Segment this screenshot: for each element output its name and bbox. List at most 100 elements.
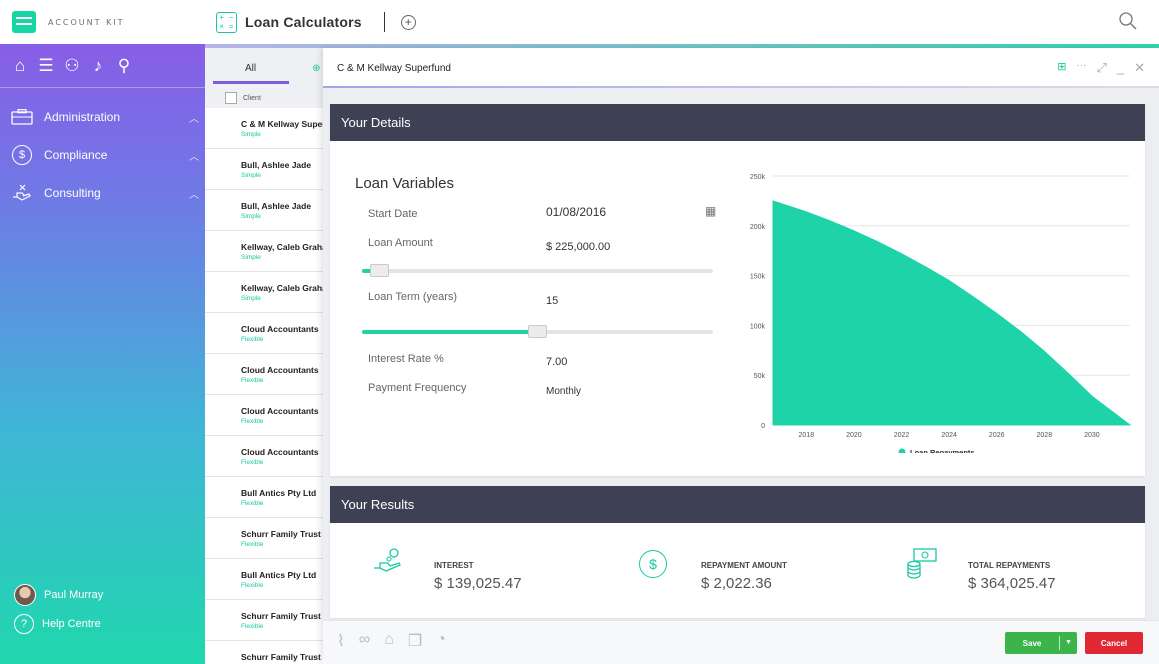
minimize-icon[interactable]: _ <box>1116 60 1125 75</box>
loan-calculator-dialog: C & M Kellway Superfund ⊞ ··· ⤢ _ ✕ Your… <box>323 48 1159 664</box>
loan-type: Simple <box>241 131 261 138</box>
repayment-value: $ 2,022.36 <box>701 575 772 592</box>
calendar-icon[interactable]: ▦ <box>705 204 717 218</box>
comments-icon[interactable]: ❐ <box>407 633 423 650</box>
brand[interactable]: ACCOUNT KIT <box>0 0 205 44</box>
search-icon[interactable]: ⚲ <box>117 55 131 75</box>
search-icon[interactable] <box>1119 12 1137 30</box>
dialog-header: C & M Kellway Superfund ⊞ ··· ⤢ _ ✕ <box>323 48 1159 88</box>
loan-type: Simple <box>241 172 261 179</box>
loan-type: Flexible <box>241 336 264 343</box>
help-label: Help Centre <box>42 618 101 630</box>
list-item[interactable]: Cloud Accountants Flexible <box>205 313 325 354</box>
footer-toolbar: ⌇ ∞ ⌂ ❐ ◔ <box>337 631 446 651</box>
list-item[interactable]: Bull, Ashlee Jade Simple <box>205 190 325 231</box>
sidebar-item-label: Administration <box>44 110 121 124</box>
y-tick-label: 200k <box>750 224 766 231</box>
user-profile[interactable]: Paul Murray <box>14 584 103 606</box>
interest-rate-value[interactable]: 7.00 <box>546 356 568 368</box>
sidebar-item-compliance[interactable]: $ Compliance ︿ <box>0 136 205 174</box>
payment-frequency-label: Payment Frequency <box>368 382 467 394</box>
save-label: Save <box>1022 638 1042 648</box>
sidebar-item-consulting[interactable]: Consulting ︿ <box>0 174 205 212</box>
client-name: Bull, Ashlee Jade <box>241 160 312 170</box>
people-icon[interactable]: ⚇ <box>64 55 80 75</box>
slider-handle[interactable] <box>527 325 547 338</box>
loan-type: Flexible <box>241 623 264 630</box>
cancel-button[interactable]: Cancel <box>1085 632 1143 654</box>
tab-active-indicator <box>213 81 289 84</box>
client-name: Cloud Accountants <box>241 365 319 375</box>
add-icon[interactable]: ⊞ <box>1057 61 1067 73</box>
list-item[interactable]: Schurr Family Trust Flexible <box>205 600 325 641</box>
results-body: INTEREST $ 139,025.47 $ REPAYMENT AMOUNT… <box>330 523 1145 618</box>
loan-term-value[interactable]: 15 <box>546 295 559 307</box>
list-item[interactable]: Cloud Accountants Flexible <box>205 354 325 395</box>
top-accent-line <box>205 44 1159 48</box>
client-name: Kellway, Caleb Graham <box>241 283 325 293</box>
dialog-controls: ⊞ ··· ⤢ _ ✕ <box>1057 60 1145 76</box>
slider-handle[interactable] <box>369 264 389 277</box>
list-item[interactable]: Cloud Accountants Flexible <box>205 436 325 477</box>
select-all-checkbox[interactable] <box>225 92 237 104</box>
payment-frequency-select[interactable]: Monthly <box>546 386 582 397</box>
sidebar-item-label: Consulting <box>44 186 101 200</box>
client-name: Bull, Ashlee Jade <box>241 201 312 211</box>
list-item[interactable]: Schurr Family Trust Flexible <box>205 518 325 559</box>
chevron-up-icon[interactable]: ︿ <box>189 151 199 163</box>
add-filter-icon[interactable]: ⊕ <box>312 62 321 74</box>
loan-term-slider[interactable] <box>362 325 713 338</box>
client-name: Cloud Accountants <box>241 447 319 457</box>
cash-stack-icon <box>907 548 937 579</box>
interest-value: $ 139,025.47 <box>434 575 522 592</box>
help-centre-link[interactable]: ? Help Centre <box>14 614 103 634</box>
link-icon[interactable]: ∞ <box>358 631 371 648</box>
list-item[interactable]: Bull, Ashlee Jade Simple <box>205 149 325 190</box>
column-client[interactable]: Client <box>243 94 261 102</box>
tab-all[interactable]: All <box>245 62 257 74</box>
save-dropdown-icon[interactable]: ▼ <box>1059 636 1077 650</box>
loan-repayments-area <box>772 200 1132 426</box>
details-header: Your Details <box>330 104 1145 141</box>
client-name: Schurr Family Trust <box>241 652 321 662</box>
x-tick-label: 2028 <box>1037 432 1053 439</box>
close-icon[interactable]: ✕ <box>1134 60 1145 75</box>
home-icon[interactable]: ⌂ <box>14 55 26 75</box>
list-item[interactable]: Kellway, Caleb Graham Simple <box>205 231 325 272</box>
start-date-field[interactable]: 01/08/2016 <box>546 205 607 219</box>
bell-icon[interactable]: ♪ <box>93 55 103 75</box>
x-tick-label: 2030 <box>1084 432 1100 439</box>
tag-icon[interactable]: ⌂ <box>384 631 394 648</box>
add-tab-button[interactable]: + <box>400 14 416 30</box>
more-icon[interactable]: ··· <box>1076 60 1087 71</box>
loan-amount-slider[interactable] <box>362 264 713 277</box>
list-icon[interactable]: ☰ <box>38 55 54 75</box>
list-item[interactable]: Schurr Family Trust <box>205 641 325 664</box>
client-name: Schurr Family Trust <box>241 611 321 621</box>
chevron-up-icon[interactable]: ︿ <box>189 189 199 201</box>
y-tick-label: 100k <box>750 323 766 330</box>
loan-variables-heading: Loan Variables <box>355 175 454 192</box>
help-icon: ? <box>14 614 34 634</box>
list-item[interactable]: Bull Antics Pty Ltd Flexible <box>205 477 325 518</box>
client-name: Kellway, Caleb Graham <box>241 242 325 252</box>
sidebar-item-administration[interactable]: Administration ︿ <box>0 98 205 136</box>
client-name: Bull Antics Pty Ltd <box>241 570 317 580</box>
pie-chart-icon[interactable]: ◔ <box>436 631 446 648</box>
loan-type: Simple <box>241 254 261 261</box>
chevron-up-icon[interactable]: ︿ <box>189 113 199 125</box>
page-title: Loan Calculators <box>245 14 362 30</box>
y-tick-label: 150k <box>750 274 766 281</box>
loan-amount-label: Loan Amount <box>368 237 433 249</box>
list-item[interactable]: C & M Kellway Superfund Simple <box>205 108 325 149</box>
expand-icon[interactable]: ⤢ <box>1096 60 1107 75</box>
client-name: Bull Antics Pty Ltd <box>241 488 317 498</box>
loan-amount-value[interactable]: $ 225,000.00 <box>546 241 611 253</box>
x-tick-label: 2022 <box>894 432 910 439</box>
graph-icon[interactable]: ⌇ <box>337 633 345 650</box>
save-button[interactable]: Save ▼ <box>1005 632 1077 654</box>
list-item[interactable]: Kellway, Caleb Graham Simple <box>205 272 325 313</box>
list-item[interactable]: Cloud Accountants Flexible <box>205 395 325 436</box>
briefcase-icon <box>10 107 34 127</box>
list-item[interactable]: Bull Antics Pty Ltd Flexible <box>205 559 325 600</box>
